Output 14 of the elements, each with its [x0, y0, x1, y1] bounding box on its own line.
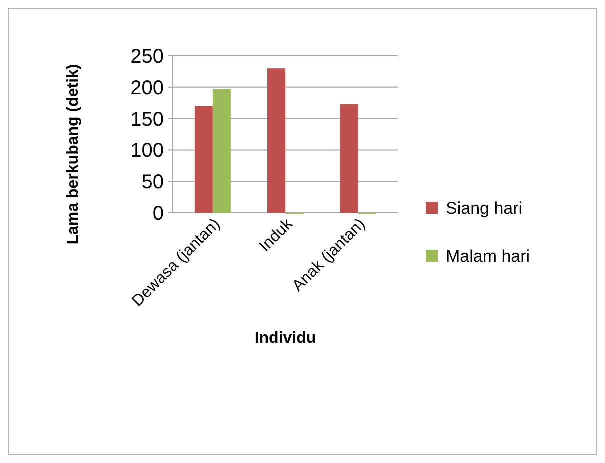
legend-label: Malam hari — [446, 246, 530, 266]
y-axis-title: Lama berkubang (detik) — [65, 64, 82, 245]
y-tick-label: 50 — [142, 172, 164, 194]
y-tick-label: 200 — [130, 77, 164, 100]
y-tick-label: 100 — [130, 140, 164, 162]
bar — [194, 106, 213, 213]
bar — [212, 89, 231, 213]
y-tick-label: 150 — [130, 108, 164, 131]
x-axis-title: Individu — [254, 330, 316, 347]
y-tick-label: 250 — [130, 46, 164, 68]
y-tick-label: 0 — [152, 203, 164, 225]
legend-label: Siang hari — [446, 198, 523, 218]
bar — [340, 104, 358, 213]
bar — [268, 68, 286, 213]
